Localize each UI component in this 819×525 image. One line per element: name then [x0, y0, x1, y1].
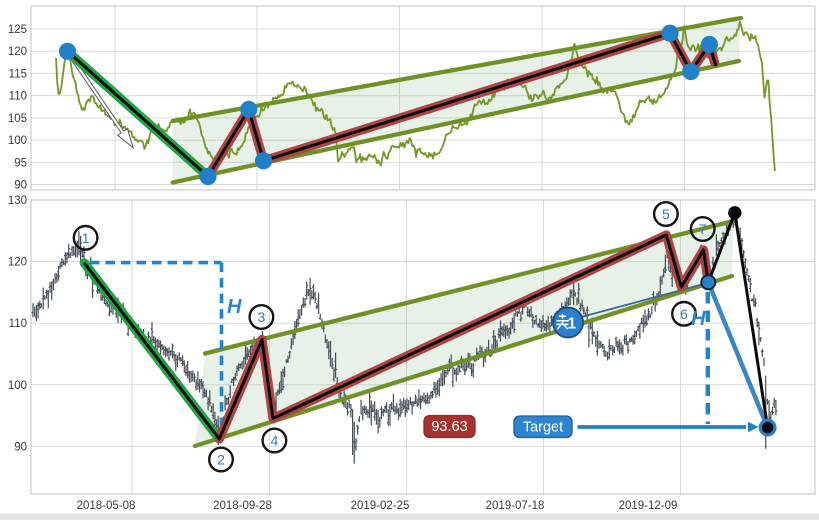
- svg-text:105: 105: [8, 113, 27, 125]
- svg-text:7: 7: [699, 221, 707, 237]
- svg-text:Target: Target: [523, 420, 563, 436]
- svg-text:130: 130: [8, 195, 27, 207]
- svg-text:3: 3: [258, 309, 266, 325]
- svg-text:2018-09-28: 2018-09-28: [213, 500, 272, 512]
- svg-text:2019-07-18: 2019-07-18: [486, 500, 545, 512]
- svg-text:125: 125: [8, 24, 27, 36]
- svg-text:2018-05-08: 2018-05-08: [77, 500, 136, 512]
- svg-text:2019-12-09: 2019-12-09: [619, 500, 678, 512]
- svg-text:115: 115: [9, 68, 27, 80]
- svg-text:110: 110: [9, 91, 27, 103]
- svg-text:100: 100: [8, 380, 27, 392]
- svg-text:93.63: 93.63: [431, 419, 467, 435]
- svg-text:90: 90: [14, 441, 27, 453]
- svg-text:H: H: [227, 296, 242, 318]
- svg-text:120: 120: [8, 257, 27, 269]
- svg-text:120: 120: [8, 46, 27, 58]
- svg-text:6: 6: [680, 306, 688, 322]
- svg-text:95: 95: [14, 157, 27, 169]
- svg-text:H: H: [691, 308, 706, 330]
- svg-text:2019-02-25: 2019-02-25: [351, 500, 410, 512]
- svg-text:5: 5: [662, 206, 670, 222]
- svg-text:2: 2: [217, 452, 225, 468]
- svg-text:4: 4: [271, 433, 279, 449]
- svg-text:110: 110: [9, 318, 27, 330]
- svg-text:100: 100: [8, 135, 27, 147]
- svg-text:90: 90: [14, 180, 27, 192]
- svg-text:1: 1: [568, 316, 577, 333]
- svg-text:1: 1: [82, 230, 90, 246]
